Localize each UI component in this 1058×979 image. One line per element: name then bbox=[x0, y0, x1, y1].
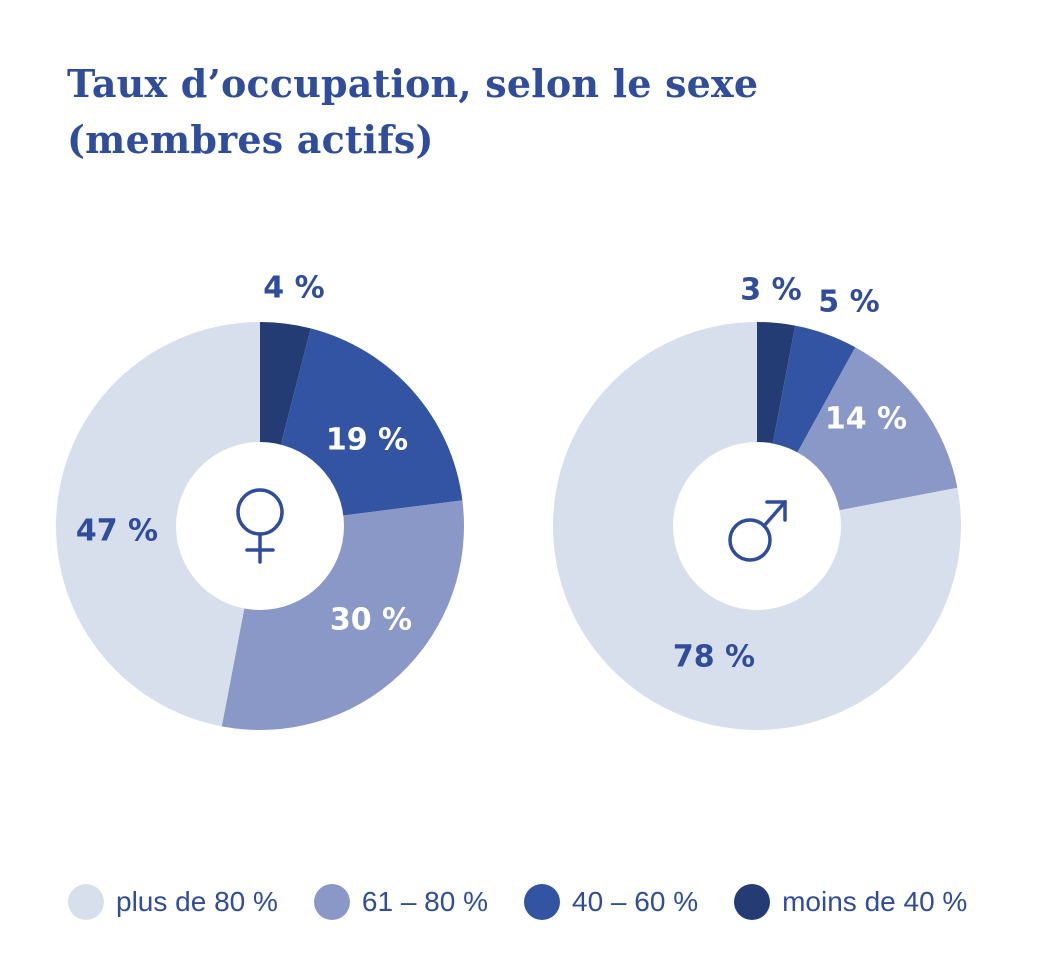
legend-label: 61 – 80 % bbox=[361, 886, 488, 917]
legend-swatch bbox=[68, 884, 104, 920]
female-symbol-icon bbox=[236, 488, 284, 564]
legend-item-61-80: 61 – 80 % bbox=[313, 884, 488, 920]
legend-label: plus de 80 % bbox=[116, 886, 278, 917]
legend-item-plus-de-80: plus de 80 % bbox=[68, 884, 278, 920]
legend-item-40-60: 40 – 60 % bbox=[524, 884, 698, 920]
legend-swatch bbox=[524, 884, 560, 920]
legend-swatch bbox=[734, 884, 771, 920]
donut-hole bbox=[673, 442, 841, 610]
chart-title: Taux d’occupation, selon le sexe (membre… bbox=[67, 56, 758, 168]
donut-hole bbox=[176, 442, 344, 610]
slice-label-61-80: 14 % bbox=[825, 402, 907, 437]
donut-chart-female: 4 % 19 % 30 % 47 % bbox=[55, 271, 464, 730]
slice-label-40-60: 5 % bbox=[818, 285, 879, 320]
legend-item-moins-de-40: moins de 40 % bbox=[734, 884, 967, 920]
slice-label-61-80: 30 % bbox=[330, 603, 412, 638]
slice-label-plus-de-80: 78 % bbox=[673, 640, 755, 675]
male-symbol-icon bbox=[728, 500, 787, 562]
legend-label: moins de 40 % bbox=[782, 886, 968, 917]
legend-label: 40 – 60 % bbox=[572, 886, 699, 917]
chart-title-line-2: (membres actifs) bbox=[67, 117, 434, 162]
legend: plus de 80 % 61 – 80 % 40 – 60 % moins d… bbox=[68, 880, 967, 924]
donut-chart-male: 3 % 5 % 14 % 78 % bbox=[553, 273, 962, 730]
slice-label-moins-de-40: 3 % bbox=[740, 273, 801, 308]
slice-label-40-60: 19 % bbox=[326, 423, 408, 458]
slice-label-plus-de-80: 47 % bbox=[76, 514, 158, 549]
chart-title-line-1: Taux d’occupation, selon le sexe bbox=[67, 61, 759, 106]
slice-label-moins-de-40: 4 % bbox=[263, 271, 324, 306]
slice-plus-de-80 bbox=[55, 322, 260, 727]
legend-swatch bbox=[313, 884, 350, 920]
